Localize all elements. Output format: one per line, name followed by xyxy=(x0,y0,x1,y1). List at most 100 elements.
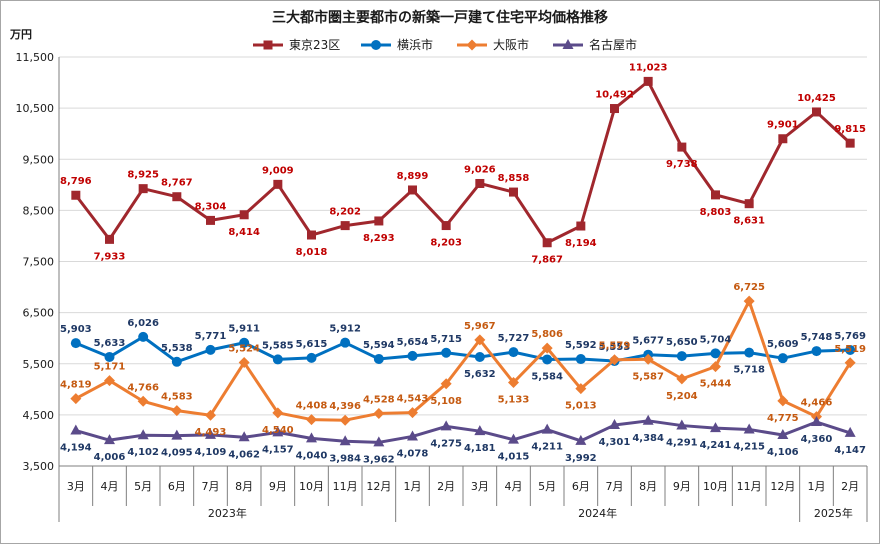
data-point-marker xyxy=(171,429,183,440)
data-label: 8,858 xyxy=(498,173,530,184)
data-label: 4,241 xyxy=(700,440,732,451)
data-label: 10,425 xyxy=(797,93,836,104)
data-label: 5,584 xyxy=(531,371,563,382)
data-label: 4,040 xyxy=(296,450,328,461)
y-tick-label: 3,500 xyxy=(23,460,55,473)
data-point-marker xyxy=(138,331,149,342)
data-label: 5,171 xyxy=(94,362,126,373)
data-point-marker xyxy=(272,354,283,365)
data-point-marker xyxy=(744,199,754,209)
data-point-marker xyxy=(408,185,417,195)
data-point-marker xyxy=(466,39,478,51)
data-point-marker xyxy=(137,395,149,407)
data-point-marker xyxy=(777,353,788,364)
data-point-marker xyxy=(778,134,788,144)
x-tick-label: 5月 xyxy=(134,480,152,493)
data-label: 5,538 xyxy=(161,343,193,354)
data-label: 9,738 xyxy=(666,159,698,170)
data-point-marker xyxy=(70,338,81,349)
data-label: 4,775 xyxy=(767,413,799,424)
data-point-marker xyxy=(272,407,284,419)
data-label: 4,766 xyxy=(127,382,159,393)
x-tick-label: 11月 xyxy=(737,480,762,493)
data-label: 5,677 xyxy=(632,336,664,347)
series-line xyxy=(75,299,852,422)
x-tick-label: 1月 xyxy=(808,480,826,493)
data-label: 5,650 xyxy=(666,337,698,348)
data-label: 10,492 xyxy=(595,90,634,101)
data-point-marker xyxy=(508,433,519,444)
data-point-marker xyxy=(811,416,822,427)
x-tick-label: 7月 xyxy=(606,480,624,493)
data-point-marker xyxy=(509,187,518,197)
data-label: 5,592 xyxy=(565,340,597,351)
data-label: 6,725 xyxy=(733,282,765,293)
data-label: 4,106 xyxy=(767,447,799,458)
data-label: 8,194 xyxy=(565,238,597,249)
data-label: 4,384 xyxy=(632,433,664,444)
data-label: 8,796 xyxy=(60,176,92,187)
data-label: 4,396 xyxy=(329,401,361,412)
data-point-marker xyxy=(441,347,452,358)
data-point-marker xyxy=(440,420,452,431)
x-tick-label: 6月 xyxy=(168,480,186,493)
data-point-marker xyxy=(407,350,418,361)
data-label: 4,466 xyxy=(801,398,833,409)
data-label: 8,202 xyxy=(329,207,361,218)
data-label: 5,715 xyxy=(430,334,462,345)
data-point-marker xyxy=(743,423,755,434)
data-point-marker xyxy=(845,344,856,355)
x-tick-label: 7月 xyxy=(202,480,220,493)
data-label: 5,587 xyxy=(632,371,664,382)
data-point-marker xyxy=(407,407,418,419)
x-tick-label: 6月 xyxy=(572,480,590,493)
data-label: 4,215 xyxy=(733,441,765,452)
data-label: 5,704 xyxy=(700,334,732,345)
data-label: 4,301 xyxy=(599,437,631,448)
data-point-marker xyxy=(306,352,317,363)
data-point-marker xyxy=(777,429,789,440)
data-point-marker xyxy=(575,434,587,445)
data-label: 5,579 xyxy=(599,341,631,352)
y-tick-label: 6,500 xyxy=(23,307,55,320)
data-point-marker xyxy=(643,76,653,86)
x-tick-label: 12月 xyxy=(366,480,391,493)
data-point-marker xyxy=(844,357,856,369)
data-label: 4,819 xyxy=(60,380,92,391)
data-point-marker xyxy=(70,424,82,435)
y-axis-ticks: 11,500 10,500 9,500 8,500 7,500 6,500 5,500 4,5… xyxy=(16,51,55,473)
y-tick-label: 11,500 xyxy=(16,51,55,64)
x-tick-label: 4月 xyxy=(505,480,523,493)
data-point-marker xyxy=(676,419,688,430)
x-tick-label: 3月 xyxy=(67,480,85,493)
data-label: 5,594 xyxy=(363,340,395,351)
data-point-marker xyxy=(441,221,451,231)
data-point-marker xyxy=(474,352,485,363)
data-label: 6,026 xyxy=(127,318,159,329)
data-label: 5,585 xyxy=(262,340,294,351)
data-label: 5,444 xyxy=(700,379,732,390)
data-point-marker xyxy=(474,334,486,346)
data-point-marker xyxy=(306,432,317,443)
data-point-marker xyxy=(239,337,250,348)
data-label: 4,540 xyxy=(262,425,294,436)
data-point-marker xyxy=(307,230,316,240)
data-label: 4,078 xyxy=(397,448,429,459)
data-label: 5,718 xyxy=(733,365,765,376)
data-label: 9,815 xyxy=(834,124,866,135)
series-line xyxy=(75,419,851,444)
data-point-marker xyxy=(541,342,553,354)
data-label: 8,293 xyxy=(363,233,395,244)
data-label: 5,013 xyxy=(565,401,597,412)
data-point-marker xyxy=(508,347,519,358)
data-label: 4,147 xyxy=(834,445,866,456)
data-label: 5,903 xyxy=(60,324,92,335)
y-axis-unit-label: 万円 xyxy=(9,28,32,41)
data-point-marker xyxy=(844,426,856,437)
data-point-marker xyxy=(542,238,552,248)
data-label: 9,009 xyxy=(262,165,294,176)
data-point-marker xyxy=(104,375,115,387)
data-point-marker xyxy=(676,373,688,385)
